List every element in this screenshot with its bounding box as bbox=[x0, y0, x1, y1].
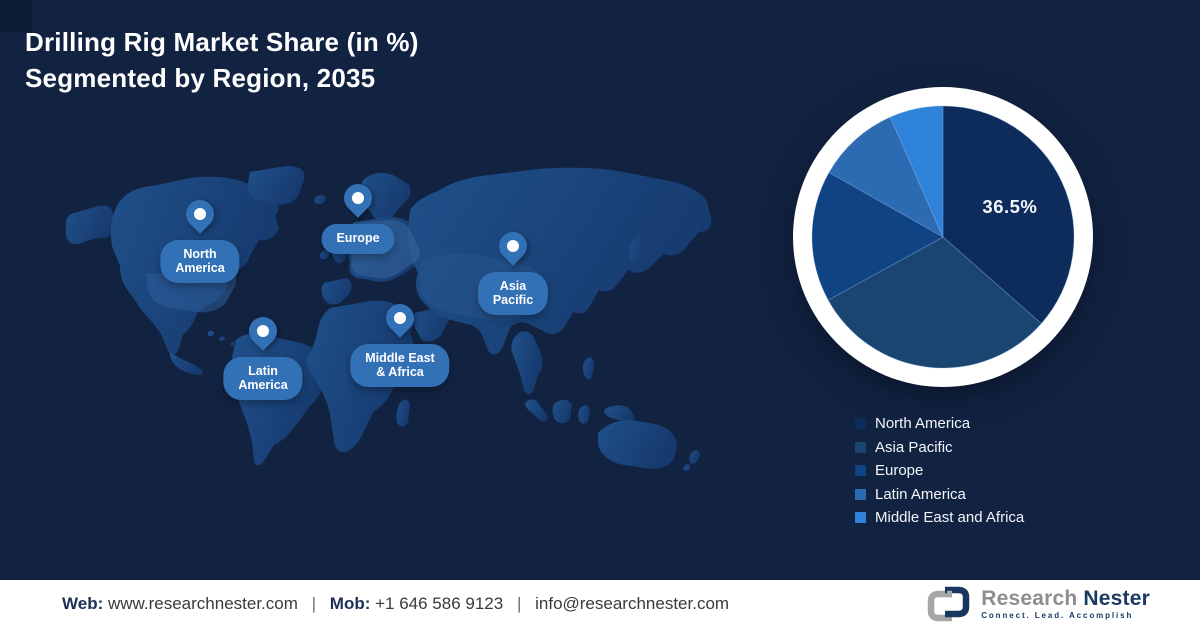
iceland bbox=[314, 194, 326, 205]
title-line-1: Drilling Rig Market Share (in %) bbox=[25, 27, 419, 57]
email-value: info@researchnester.com bbox=[535, 594, 730, 613]
legend-item-north-america: North America bbox=[855, 412, 1024, 436]
map-pins-layer: North America Europe Asia Pacific Middle East… bbox=[58, 162, 718, 474]
japan bbox=[629, 235, 646, 263]
legend-item-latin-america: Latin America bbox=[855, 483, 1024, 507]
region-pill-label: Latin America bbox=[223, 357, 303, 400]
southeast-asia bbox=[511, 331, 543, 395]
madagascar bbox=[396, 399, 410, 427]
new-zealand bbox=[683, 450, 700, 471]
legend-item-asia-pacific: Asia Pacific bbox=[855, 436, 1024, 460]
pie-slice-north-america bbox=[942, 105, 1075, 325]
logo-text-block: Research Nester Connect. Lead. Accomplis… bbox=[981, 588, 1150, 620]
web-label: Web: bbox=[62, 594, 104, 613]
region-pill-label: Middle East & Africa bbox=[350, 344, 450, 387]
mob-value: +1 646 586 9123 bbox=[375, 594, 504, 613]
world-map-region: North America Europe Asia Pacific Middle East… bbox=[58, 162, 718, 474]
web-value: www.researchnester.com bbox=[107, 594, 298, 613]
separator: | bbox=[311, 594, 317, 613]
continent-australia bbox=[598, 420, 677, 469]
pie-data-label-north-america: 36.5% bbox=[982, 196, 1037, 217]
legend-swatch bbox=[855, 465, 866, 477]
chain-link-logo-icon bbox=[927, 586, 970, 622]
corner-accent-square bbox=[0, 0, 32, 32]
ireland bbox=[319, 249, 329, 260]
philippines bbox=[582, 357, 594, 380]
sulawesi bbox=[578, 405, 590, 424]
logo-name-research: Research bbox=[981, 587, 1078, 610]
pin-dot bbox=[194, 208, 206, 220]
pin-dot bbox=[507, 240, 519, 252]
new-guinea bbox=[604, 405, 635, 423]
sumatra bbox=[525, 399, 548, 422]
legend-label: Latin America bbox=[875, 485, 966, 503]
pie-slice-asia-pacific bbox=[827, 236, 1042, 369]
pie-legend: North America Asia Pacific Europe Latin Ame… bbox=[855, 412, 1024, 530]
legend-swatch bbox=[855, 488, 866, 500]
iberia bbox=[321, 278, 352, 305]
legend-swatch bbox=[855, 418, 866, 430]
continent-alaska bbox=[65, 205, 115, 245]
borneo bbox=[552, 399, 572, 424]
page-title: Drilling Rig Market Share (in %) Segment… bbox=[25, 24, 419, 96]
logo-name: Research Nester bbox=[981, 588, 1150, 609]
legend-item-middle-east-and-africa: Middle East and Africa bbox=[855, 506, 1024, 530]
logo-name-nester: Nester bbox=[1083, 587, 1150, 610]
research-nester-logo: Research Nester Connect. Lead. Accomplis… bbox=[924, 584, 1150, 624]
caribbean-islands bbox=[208, 330, 236, 346]
pie-slice-europe bbox=[811, 171, 945, 301]
title-line-2: Segmented by Region, 2035 bbox=[25, 63, 376, 93]
region-pill-label: Europe bbox=[321, 224, 395, 254]
region-pill-label: North America bbox=[160, 240, 240, 283]
pie-slice-middle-east-and-africa bbox=[889, 105, 944, 238]
legend-label: Middle East and Africa bbox=[875, 509, 1025, 527]
region-pill-label: Asia Pacific bbox=[477, 272, 549, 315]
pie-slice-latin-america bbox=[828, 116, 945, 239]
logo-tagline: Connect. Lead. Accomplish bbox=[981, 611, 1134, 620]
footer-bar: Web: www.researchnester.com | Mob: +1 64… bbox=[0, 580, 1200, 628]
pin-dot bbox=[352, 192, 364, 204]
legend-label: Asia Pacific bbox=[875, 438, 953, 456]
pie-chart-svg: 36.5% bbox=[793, 87, 1093, 387]
legend-swatch bbox=[855, 441, 866, 453]
pin-dot bbox=[394, 312, 406, 324]
pin-dot bbox=[257, 325, 269, 337]
central-america bbox=[169, 352, 203, 375]
contact-line: Web: www.researchnester.com | Mob: +1 64… bbox=[62, 594, 729, 614]
legend-label: Europe bbox=[875, 462, 924, 480]
legend-item-europe: Europe bbox=[855, 459, 1024, 483]
separator: | bbox=[516, 594, 522, 613]
mob-label: Mob: bbox=[329, 594, 371, 613]
pie-chart: 36.5% bbox=[778, 72, 1108, 402]
greenland bbox=[248, 166, 305, 205]
legend-swatch bbox=[855, 512, 866, 524]
legend-label: North America bbox=[875, 415, 971, 433]
scandinavia bbox=[360, 172, 411, 221]
